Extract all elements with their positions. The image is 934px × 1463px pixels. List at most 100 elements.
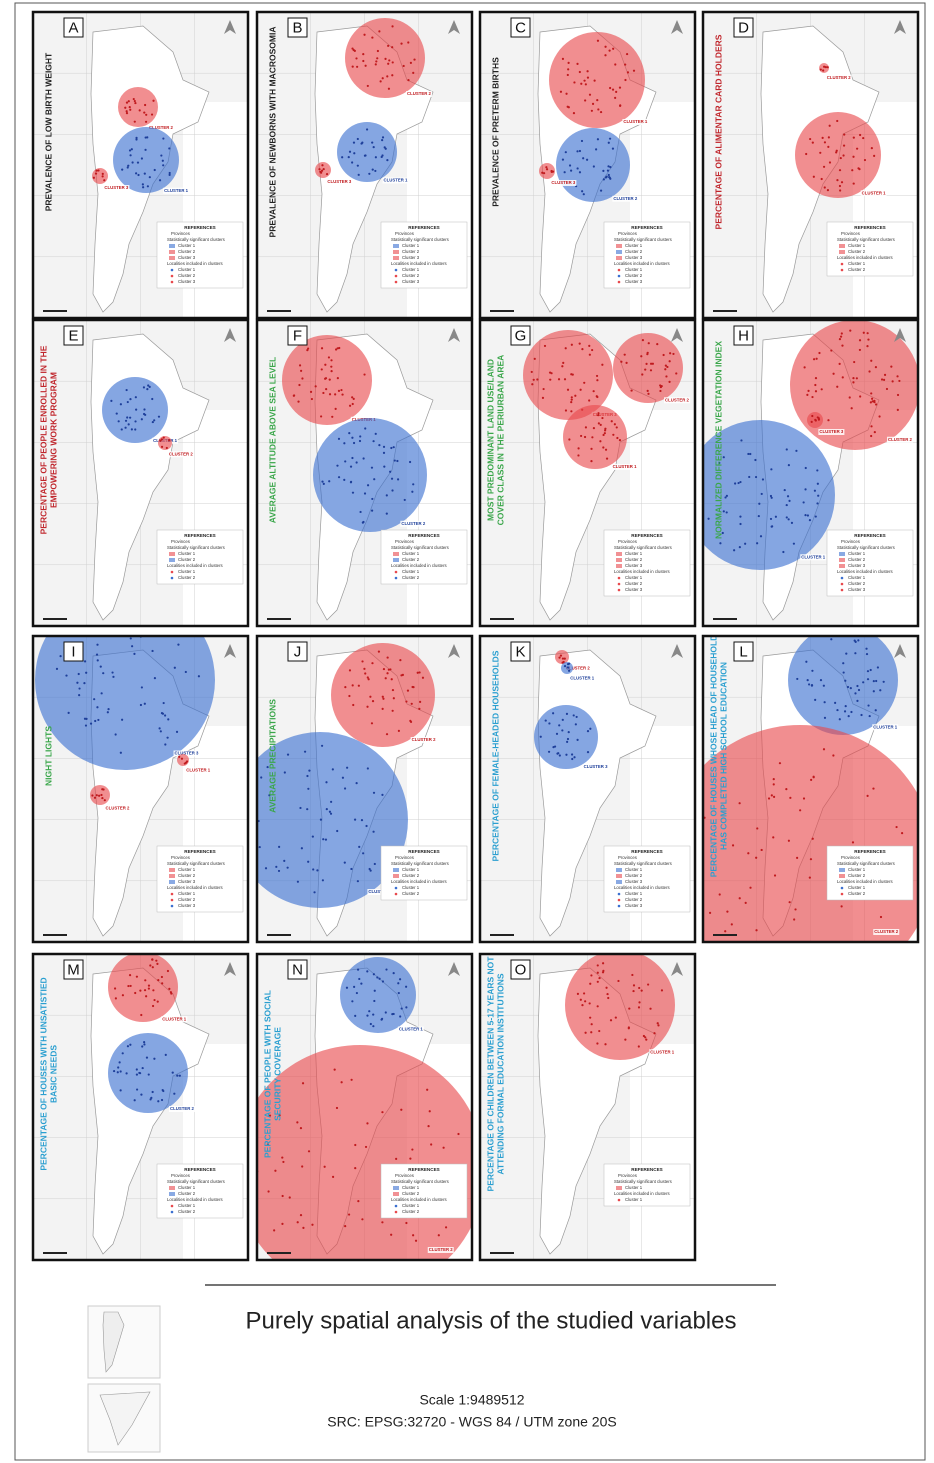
locality — [378, 977, 381, 980]
legend-swatch — [169, 880, 175, 884]
locality — [873, 401, 876, 404]
locality — [852, 155, 855, 158]
locality — [543, 172, 546, 175]
scale-bar — [490, 934, 514, 936]
locality — [823, 141, 827, 144]
legend-swatch — [839, 250, 845, 254]
locality — [129, 416, 132, 419]
locality — [322, 838, 325, 841]
locality — [875, 679, 878, 683]
locality — [620, 360, 623, 363]
locality — [649, 369, 653, 372]
locality — [576, 150, 579, 153]
locality — [543, 344, 547, 348]
locality — [870, 434, 873, 438]
locality — [328, 378, 331, 381]
locality — [83, 660, 87, 663]
legend-item: Cluster 2 — [178, 249, 196, 254]
legend-title: REFERENCES — [184, 1167, 215, 1172]
locality — [755, 856, 758, 859]
letter-box — [287, 325, 308, 346]
locality — [337, 476, 341, 479]
legend-item: Cluster 3 — [625, 587, 643, 592]
locality — [868, 370, 871, 373]
locality — [819, 68, 822, 71]
locality — [392, 697, 395, 700]
locality — [143, 1043, 146, 1046]
locality — [811, 837, 814, 840]
legend-item: Cluster 1 — [625, 1185, 643, 1190]
locality — [583, 381, 586, 384]
locality — [298, 383, 301, 387]
locality — [823, 186, 826, 189]
locality — [838, 184, 842, 188]
locality — [822, 165, 826, 168]
locality — [281, 1156, 284, 1159]
locality — [625, 361, 628, 365]
legend-item: Cluster 2 — [625, 581, 643, 586]
locality — [125, 112, 129, 115]
locality — [391, 25, 394, 28]
locality — [572, 714, 575, 717]
legend-provinces: Provinces — [618, 231, 637, 236]
locality — [371, 497, 374, 501]
locality — [409, 720, 413, 724]
legend-box — [826, 845, 914, 901]
locality — [320, 415, 323, 418]
locality — [371, 36, 374, 39]
legend-swatch — [393, 868, 399, 872]
locality — [608, 137, 612, 140]
locality — [609, 86, 612, 90]
locality — [392, 972, 395, 975]
panel-frame — [701, 318, 920, 628]
locality — [855, 377, 858, 380]
locality — [324, 363, 327, 366]
locality — [879, 915, 883, 919]
legend-item: Cluster 3 — [178, 255, 196, 260]
locality — [116, 1071, 119, 1074]
locality — [834, 701, 837, 704]
locality — [638, 986, 641, 990]
locality — [618, 86, 622, 89]
locality — [97, 718, 100, 722]
cluster-area — [703, 420, 835, 570]
cluster-label-bg — [163, 187, 190, 194]
locality — [584, 99, 587, 102]
legend-swatch — [616, 880, 622, 884]
letter-box — [63, 641, 84, 662]
locality — [734, 482, 737, 485]
locality — [841, 376, 844, 379]
panel-frame — [255, 10, 474, 320]
locality — [171, 1071, 174, 1074]
locality — [328, 393, 332, 396]
legend-heading: Statistically significant clusters — [614, 861, 672, 866]
locality — [839, 156, 842, 160]
locality — [391, 61, 394, 64]
locality — [373, 862, 376, 866]
locality — [830, 638, 833, 641]
locality — [567, 61, 570, 64]
locality — [872, 680, 875, 683]
legend-dot — [840, 268, 844, 272]
locality — [283, 771, 286, 774]
panel-title: PERCENTAGE OF PEOPLE ENROLLED IN THE — [38, 345, 48, 534]
locality — [306, 774, 309, 778]
letter-box — [63, 959, 84, 980]
panel-frame — [701, 634, 920, 944]
locality — [107, 708, 110, 711]
locality — [149, 964, 152, 967]
locality — [413, 58, 416, 61]
locality — [124, 106, 127, 109]
locality — [362, 53, 365, 56]
locality — [771, 525, 774, 528]
cluster-label: CLUSTER 2 — [888, 437, 912, 442]
locality — [870, 359, 873, 362]
locality — [866, 678, 870, 681]
cluster-label-bg — [406, 91, 432, 97]
locality — [160, 975, 164, 979]
locality — [299, 806, 302, 810]
locality — [324, 838, 328, 841]
locality — [348, 404, 352, 407]
